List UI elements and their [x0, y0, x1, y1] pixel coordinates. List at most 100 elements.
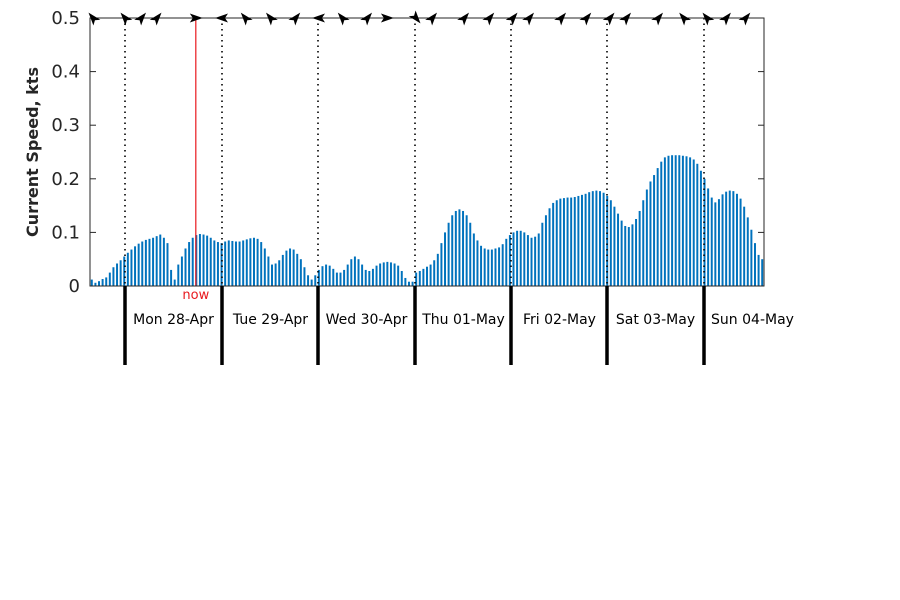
current-direction-arrow	[134, 12, 146, 26]
bar	[714, 202, 717, 286]
current-direction-arrow	[522, 12, 534, 26]
bar	[242, 240, 245, 286]
bar	[429, 264, 432, 286]
bar	[224, 241, 227, 286]
bar	[415, 272, 418, 286]
bar	[188, 242, 191, 286]
bar	[292, 249, 295, 286]
bar	[573, 197, 576, 286]
bar	[130, 249, 133, 286]
bar	[566, 197, 569, 286]
bar	[599, 191, 601, 286]
bar	[696, 163, 699, 286]
bar	[379, 263, 382, 286]
day-label: Tue 29-Apr	[232, 312, 308, 328]
bar	[144, 239, 147, 286]
bar	[444, 232, 447, 286]
bar	[476, 240, 479, 286]
bar	[717, 199, 720, 286]
bar	[699, 170, 702, 286]
bar	[732, 191, 735, 286]
bar	[541, 222, 544, 286]
bar	[238, 241, 241, 286]
current-direction-arrow	[408, 10, 421, 24]
bar	[631, 224, 634, 286]
bar	[645, 189, 648, 286]
current-direction-arrow	[702, 12, 715, 26]
bar	[397, 265, 400, 286]
bar	[357, 259, 360, 286]
bar	[198, 234, 201, 286]
bar	[382, 262, 385, 286]
bar	[155, 236, 158, 286]
bar	[584, 193, 587, 286]
bar	[289, 248, 292, 286]
current-direction-arrow	[651, 12, 663, 26]
y-tick-label: 0.3	[51, 115, 80, 136]
bar	[343, 269, 346, 286]
bar	[508, 235, 511, 286]
bar	[595, 190, 598, 286]
bar	[148, 238, 151, 286]
bar	[90, 279, 93, 286]
bar	[216, 242, 219, 286]
bar	[649, 181, 652, 286]
current-direction-arrow	[719, 12, 731, 26]
bar	[519, 230, 522, 286]
bar	[206, 235, 209, 286]
bar	[624, 225, 627, 286]
bar	[483, 248, 486, 286]
bar	[602, 192, 605, 286]
bar	[220, 243, 223, 286]
current-direction-arrow	[88, 12, 101, 26]
bar	[469, 222, 472, 286]
bar	[552, 202, 555, 286]
current-direction-arrow	[602, 12, 615, 26]
bar	[653, 175, 656, 286]
day-label: Thu 01-May	[421, 312, 505, 328]
bar	[368, 270, 371, 286]
day-label: Sun 04-May	[711, 312, 794, 328]
bar	[426, 266, 428, 286]
bar	[458, 209, 461, 286]
bar	[101, 279, 104, 286]
bar	[400, 270, 403, 286]
bar	[580, 194, 583, 286]
bar	[364, 269, 367, 286]
y-tick-label: 0.2	[51, 169, 80, 190]
bar	[660, 161, 663, 286]
day-label: Fri 02-May	[523, 312, 596, 328]
bar	[537, 233, 540, 286]
bar	[498, 247, 501, 286]
bar	[555, 200, 558, 286]
bar	[184, 248, 187, 286]
bar	[512, 232, 515, 286]
current-direction-arrow	[312, 13, 325, 23]
bar	[134, 246, 137, 286]
bar	[728, 190, 731, 286]
bar	[674, 155, 677, 286]
bar	[761, 259, 764, 286]
y-tick-label: 0.4	[51, 62, 80, 83]
bar	[152, 237, 155, 286]
bar	[490, 249, 493, 286]
bar	[638, 210, 641, 286]
current-direction-arrow	[482, 12, 495, 26]
bar	[422, 268, 425, 286]
current-direction-arrow	[554, 12, 566, 26]
bar	[746, 217, 749, 286]
bar	[739, 198, 742, 286]
bar	[159, 234, 162, 286]
bar	[141, 241, 144, 286]
current-direction-arrow	[266, 12, 278, 26]
bar	[721, 194, 724, 286]
current-direction-arrow	[189, 13, 203, 23]
bar	[743, 206, 746, 286]
bar	[278, 260, 281, 286]
bar	[213, 240, 216, 286]
bar	[245, 239, 248, 286]
bar	[170, 269, 173, 286]
day-label: Sat 03-May	[616, 312, 695, 328]
bar	[325, 264, 328, 286]
bar	[339, 272, 342, 286]
